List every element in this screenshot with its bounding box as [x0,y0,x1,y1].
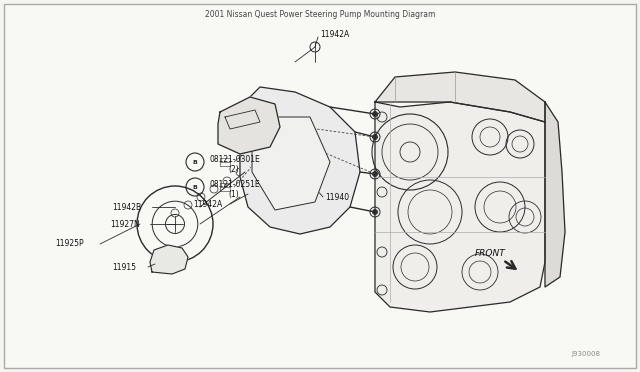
Text: 11925P: 11925P [55,240,84,248]
Polygon shape [240,87,360,234]
Circle shape [372,209,378,215]
FancyBboxPatch shape [4,4,636,368]
Text: (1): (1) [228,189,239,199]
Circle shape [372,171,378,176]
Text: 11940: 11940 [325,192,349,202]
Text: 2001 Nissan Quest Power Steering Pump Mounting Diagram: 2001 Nissan Quest Power Steering Pump Mo… [205,10,435,19]
Text: B: B [193,185,197,189]
Polygon shape [375,102,545,312]
Text: (2): (2) [228,164,239,173]
Polygon shape [545,102,565,287]
Circle shape [372,135,378,140]
Polygon shape [375,72,545,122]
Text: 11942A: 11942A [193,199,222,208]
Text: 11915: 11915 [112,263,136,272]
Polygon shape [218,97,280,154]
Text: 11927N: 11927N [110,219,140,228]
Text: 08121-0251E: 08121-0251E [210,180,260,189]
Text: J930008: J930008 [571,351,600,357]
Text: 11942A: 11942A [320,29,349,38]
Text: B: B [193,160,197,164]
Polygon shape [252,117,330,210]
Circle shape [372,112,378,116]
Text: FRONT: FRONT [475,250,506,259]
Text: 11942B: 11942B [112,202,141,212]
Polygon shape [150,245,188,274]
Text: 08121-0301E: 08121-0301E [210,154,260,164]
